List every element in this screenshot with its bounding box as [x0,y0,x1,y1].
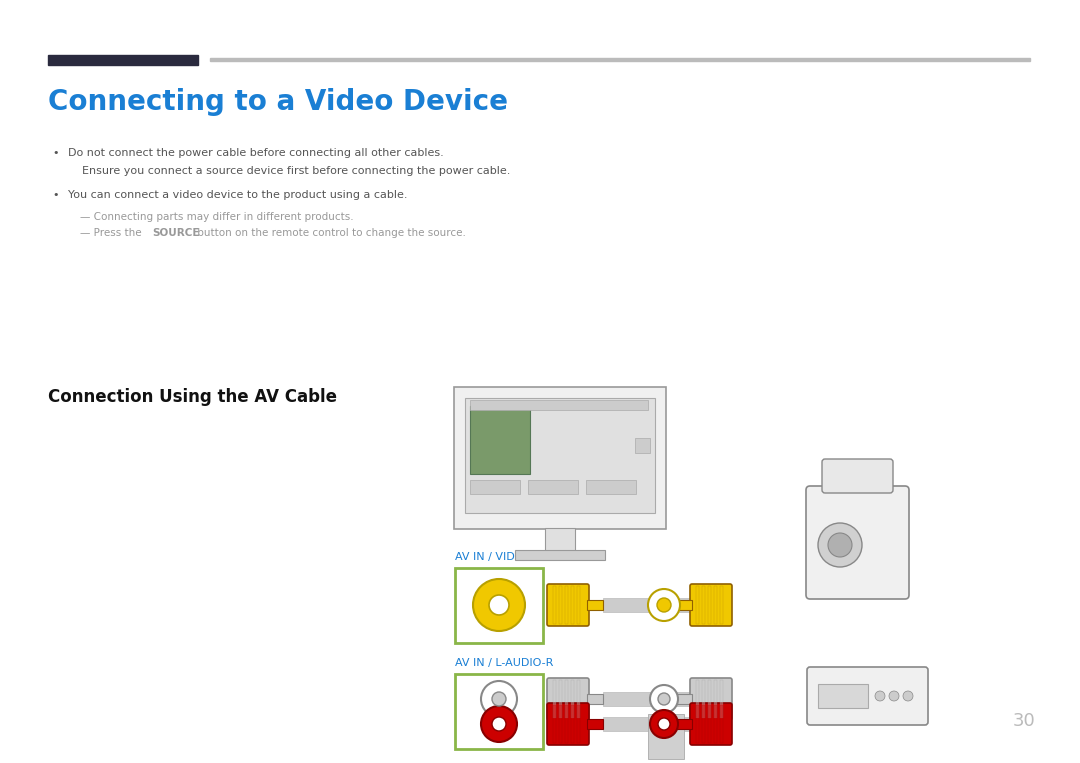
Bar [577,705,580,743]
FancyBboxPatch shape [546,678,589,720]
Bar [553,705,556,743]
Bar [465,398,654,513]
Bar [571,680,573,718]
Bar [603,692,730,706]
Bar [676,600,692,610]
Bar [470,406,530,474]
Bar [635,438,650,453]
Bar [720,705,723,743]
Circle shape [473,579,525,631]
Bar [588,600,603,610]
Circle shape [818,523,862,567]
Bar [577,680,580,718]
Bar [714,705,717,743]
Bar [559,705,562,743]
FancyBboxPatch shape [807,667,928,725]
Bar [528,480,578,494]
Bar [553,586,556,624]
FancyBboxPatch shape [454,387,666,529]
Circle shape [650,685,678,713]
Bar [676,694,692,704]
Bar [470,400,648,410]
Circle shape [889,691,899,701]
Bar [559,680,562,718]
Bar [696,586,699,624]
Circle shape [650,710,678,738]
Bar [702,586,705,624]
Bar [588,694,603,704]
Bar [603,717,730,731]
Text: Ensure you connect a source device first before connecting the power cable.: Ensure you connect a source device first… [82,166,511,176]
Text: •: • [52,148,58,158]
Text: AV IN / L-AUDIO-R: AV IN / L-AUDIO-R [455,658,553,668]
Bar [571,586,573,624]
Bar [559,586,562,624]
Bar [565,680,568,718]
Bar [696,705,699,743]
Bar [515,550,605,560]
Bar [696,680,699,718]
Bar [545,528,575,553]
Bar [702,705,705,743]
FancyBboxPatch shape [546,584,589,626]
Bar [586,480,636,494]
FancyBboxPatch shape [690,678,732,720]
Bar [714,680,717,718]
Text: Connection Using the AV Cable: Connection Using the AV Cable [48,388,337,406]
Bar [603,598,730,612]
Bar [648,714,684,759]
Bar [588,719,603,729]
Bar [210,58,1030,61]
Bar [708,705,711,743]
Bar [571,705,573,743]
Text: Connecting to a Video Device: Connecting to a Video Device [48,88,508,116]
Text: Do not connect the power cable before connecting all other cables.: Do not connect the power cable before co… [68,148,444,158]
Bar [708,680,711,718]
Bar [565,586,568,624]
Circle shape [481,706,517,742]
Text: AV IN / VIDEO: AV IN / VIDEO [455,552,530,562]
FancyBboxPatch shape [822,459,893,493]
Bar [676,719,692,729]
Bar [455,568,543,643]
Circle shape [492,692,507,706]
Circle shape [658,718,670,730]
Circle shape [492,717,507,731]
Text: button on the remote control to change the source.: button on the remote control to change t… [194,228,465,238]
Text: — Press the: — Press the [80,228,145,238]
Bar [818,684,868,708]
Circle shape [658,693,670,705]
Bar [48,55,198,65]
Bar [708,586,711,624]
Text: 30: 30 [1012,712,1035,730]
Bar [565,705,568,743]
Bar [720,680,723,718]
Text: — Connecting parts may differ in different products.: — Connecting parts may differ in differe… [80,212,353,222]
Text: You can connect a video device to the product using a cable.: You can connect a video device to the pr… [68,190,407,200]
Circle shape [481,681,517,717]
Text: •: • [52,190,58,200]
FancyBboxPatch shape [690,703,732,745]
Circle shape [828,533,852,557]
FancyBboxPatch shape [690,584,732,626]
FancyBboxPatch shape [806,486,909,599]
Bar [714,586,717,624]
Bar [702,680,705,718]
Circle shape [648,589,680,621]
Bar [455,674,543,749]
Bar [470,480,519,494]
Bar [553,680,556,718]
Bar [577,586,580,624]
FancyBboxPatch shape [546,703,589,745]
Circle shape [875,691,885,701]
Circle shape [657,598,671,612]
Circle shape [489,595,509,615]
Text: SOURCE: SOURCE [152,228,200,238]
Bar [720,586,723,624]
Circle shape [903,691,913,701]
